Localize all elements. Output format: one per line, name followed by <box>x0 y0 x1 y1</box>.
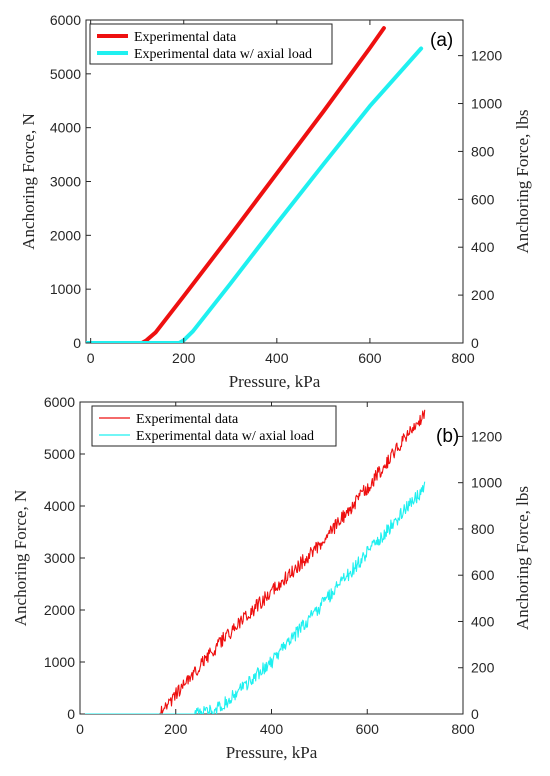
y-axis-label: Anchoring Force, N <box>11 490 30 626</box>
y-tick-label: 0 <box>67 706 75 722</box>
right-tick-label: 200 <box>471 660 495 676</box>
legend-entry-1: Experimental data <box>136 412 239 427</box>
y-tick-label: 2000 <box>50 227 81 243</box>
x-tick-label: 0 <box>87 350 95 366</box>
x-tick-label: 600 <box>358 350 382 366</box>
legend: Experimental data Experimental data w/ ax… <box>91 405 337 447</box>
series-group <box>80 409 426 714</box>
right-tick-label: 800 <box>471 143 495 159</box>
right-tick-label: 400 <box>471 239 495 255</box>
series-line-2 <box>80 481 426 714</box>
panel-label: (b) <box>436 426 459 447</box>
legend: Experimental data Experimental data w/ ax… <box>89 23 333 65</box>
y-axis-label-right: Anchoring Force, lbs <box>513 486 532 630</box>
right-tick-label: 1200 <box>471 428 502 444</box>
right-tick-label: 600 <box>471 191 495 207</box>
y-tick-label: 1000 <box>44 654 75 670</box>
y-tick-label: 3000 <box>50 174 81 190</box>
right-tick-label: 400 <box>471 613 495 629</box>
y-tick-label: 6000 <box>44 394 75 410</box>
y-tick-label: 1000 <box>50 281 81 297</box>
plot-area <box>85 19 464 344</box>
x-axis-label: Pressure, kPa <box>226 743 318 762</box>
right-tick-label: 800 <box>471 521 495 537</box>
legend-box <box>89 23 333 65</box>
right-tick-label: 1000 <box>471 475 502 491</box>
panel-b-chart: 0 200 400 600 800010002000300040005000600002… <box>11 394 532 762</box>
x-tick-label: 0 <box>76 721 84 737</box>
series-line-2 <box>86 46 424 343</box>
legend-entry-1: Experimental data <box>134 30 237 45</box>
series-line-1 <box>80 409 426 714</box>
panel-label: (a) <box>430 30 453 51</box>
legend-entry-2: Experimental data w/ axial load <box>134 47 312 62</box>
legend-box <box>91 405 337 447</box>
x-tick-label: 600 <box>356 721 380 737</box>
y-tick-label: 2000 <box>44 602 75 618</box>
y-tick-label: 0 <box>73 335 81 351</box>
right-tick-label: 600 <box>471 567 495 583</box>
y-tick-label: 5000 <box>44 446 75 462</box>
plot-area <box>79 401 464 715</box>
series-group <box>86 26 424 343</box>
y-tick-label: 6000 <box>50 12 81 28</box>
y-tick-label: 4000 <box>50 120 81 136</box>
y-axis-label: Anchoring Force, N <box>19 113 38 249</box>
x-tick-label: 200 <box>164 721 188 737</box>
panel-a-chart: 0 200 400 600 800010002000300040005000600002… <box>19 12 532 391</box>
x-tick-label: 200 <box>172 350 196 366</box>
x-tick-label: 400 <box>260 721 284 737</box>
x-tick-label: 800 <box>451 350 475 366</box>
right-tick-label: 1200 <box>471 48 502 64</box>
y-tick-label: 3000 <box>44 550 75 566</box>
x-tick-label: 400 <box>265 350 289 366</box>
right-tick-label: 200 <box>471 287 495 303</box>
right-tick-label: 0 <box>471 706 479 722</box>
y-axis-label-right: Anchoring Force, lbs <box>513 109 532 253</box>
x-axis-label: Pressure, kPa <box>229 372 321 391</box>
right-tick-label: 1000 <box>471 96 502 112</box>
y-tick-label: 4000 <box>44 498 75 514</box>
legend-entry-2: Experimental data w/ axial load <box>136 429 314 444</box>
y-tick-label: 5000 <box>50 66 81 82</box>
x-tick-label: 800 <box>451 721 475 737</box>
right-tick-label: 0 <box>471 335 479 351</box>
